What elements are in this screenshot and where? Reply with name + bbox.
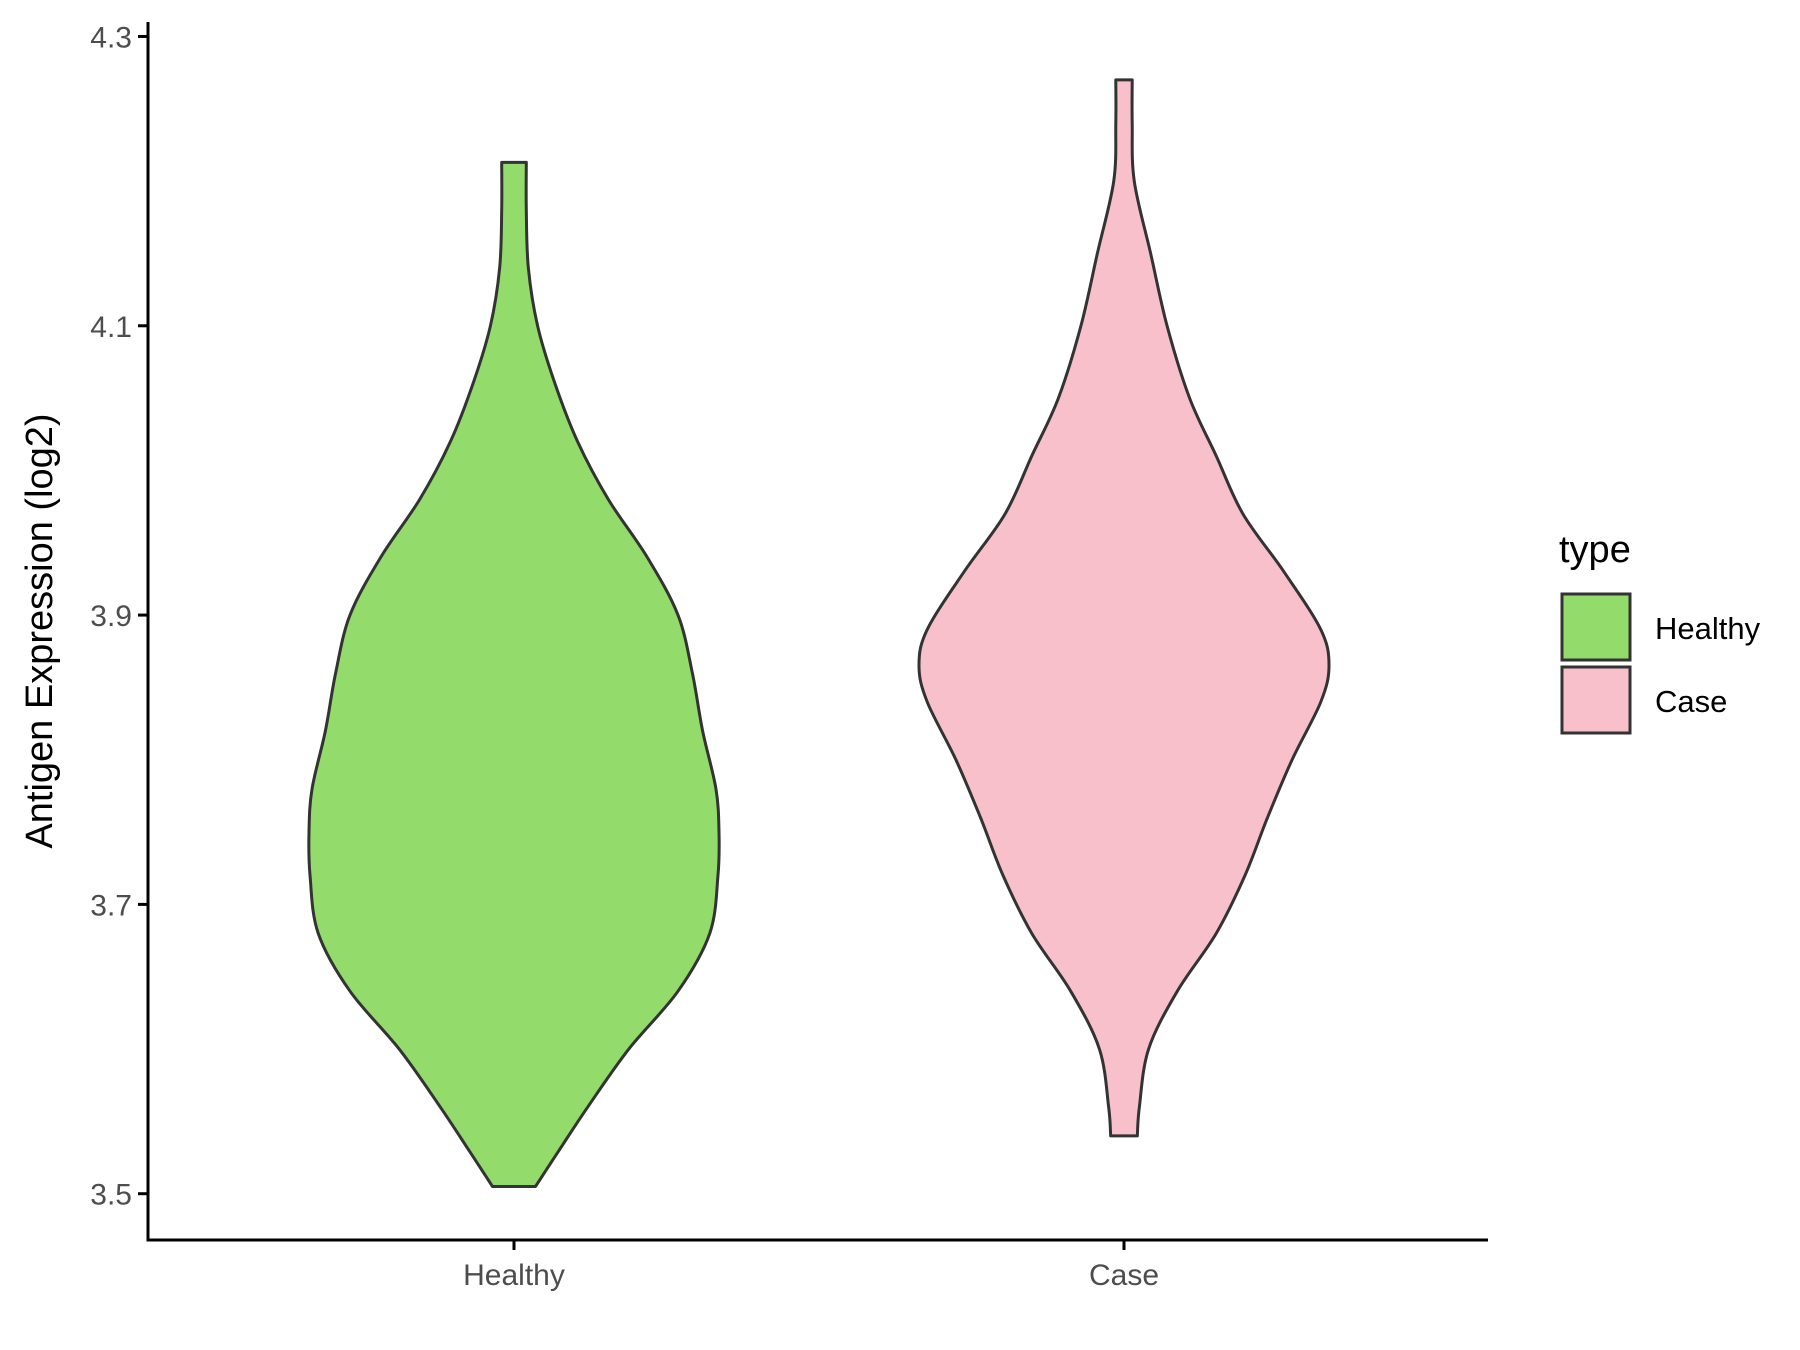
legend-swatch-healthy bbox=[1560, 592, 1632, 662]
x-tick-label: Healthy bbox=[463, 1259, 565, 1292]
violin-healthy bbox=[307, 160, 721, 1188]
legend-swatch-case bbox=[1560, 665, 1632, 735]
y-axis-title: Antigen Expression (log2) bbox=[19, 413, 61, 848]
x-tick-label: Case bbox=[1089, 1259, 1159, 1292]
y-tick-label: 3.5 bbox=[90, 1179, 132, 1212]
y-ticks: 3.5 3.7 3.9 4.1 4.3 bbox=[90, 21, 148, 1212]
axes: 3.5 3.7 3.9 4.1 4.3 Healthy Case bbox=[90, 21, 1488, 1292]
violin-layer bbox=[307, 78, 1331, 1188]
legend: type Healthy Case bbox=[1559, 529, 1761, 735]
violin-case bbox=[917, 78, 1331, 1138]
x-ticks: Healthy Case bbox=[463, 1240, 1159, 1292]
y-tick-label: 4.1 bbox=[90, 311, 132, 344]
y-tick-label: 4.3 bbox=[90, 21, 132, 54]
legend-label-healthy: Healthy bbox=[1655, 611, 1761, 646]
y-tick-label: 3.7 bbox=[90, 889, 132, 922]
legend-title: type bbox=[1559, 529, 1631, 571]
y-tick-label: 3.9 bbox=[90, 600, 132, 633]
legend-items: Healthy Case bbox=[1560, 592, 1761, 735]
legend-label-case: Case bbox=[1655, 684, 1727, 719]
